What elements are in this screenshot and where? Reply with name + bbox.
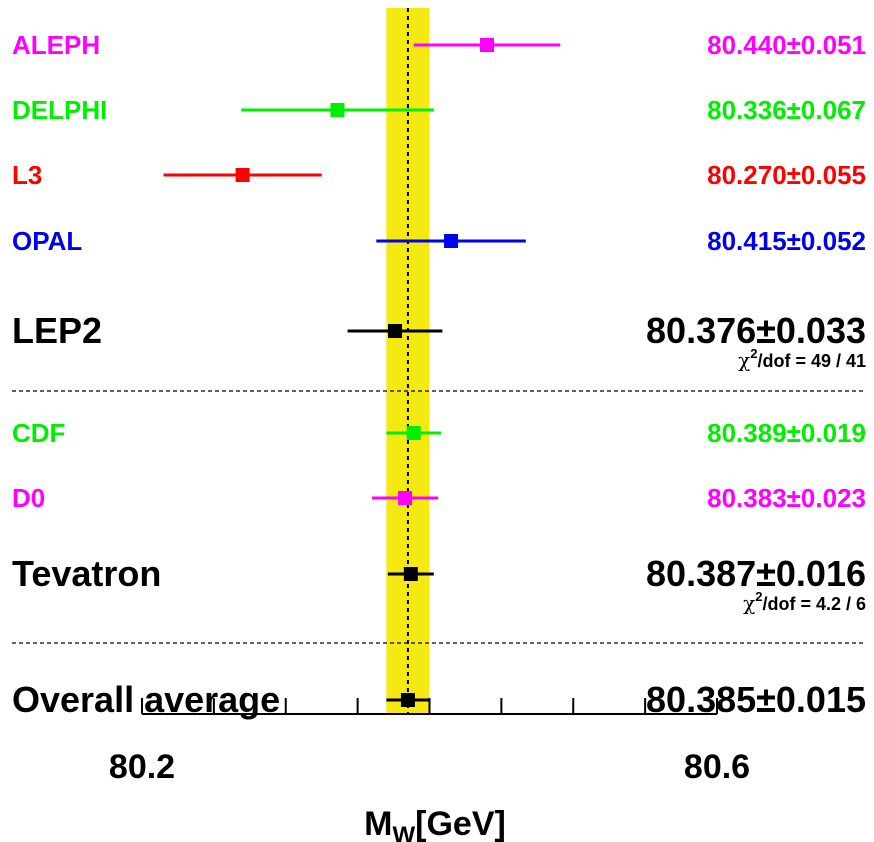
- entry-value-lep2: 80.376±0.033: [646, 310, 866, 351]
- marker-aleph: [480, 38, 494, 52]
- entry-name-overall-average: Overall average: [12, 679, 280, 720]
- entry-name-cdf: CDF: [12, 418, 65, 448]
- x-axis-title-main: M: [364, 805, 392, 842]
- entry-value-d0: 80.383±0.023: [707, 483, 866, 513]
- marker-opal: [444, 234, 459, 248]
- marker-overall-average: [400, 693, 415, 707]
- chi2-value-lep2: /dof = 49 / 41: [757, 351, 866, 371]
- x-axis-title-sub: W: [392, 822, 415, 842]
- entry-name-tevatron: Tevatron: [12, 553, 161, 594]
- entry-name-delphi: DELPHI: [12, 95, 107, 125]
- entry-name-lep2: LEP2: [12, 310, 102, 351]
- entry-value-cdf: 80.389±0.019: [707, 418, 866, 448]
- entry-name-l3: L3: [12, 160, 42, 190]
- entry-value-overall-average: 80.385±0.015: [646, 679, 866, 720]
- marker-l3: [235, 168, 250, 182]
- x-tick-label-2: 80.6: [684, 748, 750, 786]
- entry-name-d0: D0: [12, 483, 45, 513]
- chi-squared-exponent: 2: [755, 589, 762, 604]
- entry-name-opal: OPAL: [12, 226, 82, 256]
- x-tick-label-1: 80.2: [109, 748, 175, 786]
- entry-value-l3: 80.270±0.055: [707, 160, 866, 190]
- chi-symbol: χ: [743, 591, 755, 615]
- entry-value-tevatron: 80.387±0.016: [646, 553, 866, 594]
- entry-value-opal: 80.415±0.052: [707, 226, 866, 256]
- x-axis-title-unit: [GeV]: [415, 805, 506, 842]
- entry-value-aleph: 80.440±0.051: [707, 30, 866, 60]
- marker-cdf: [406, 426, 421, 440]
- marker-lep2: [388, 324, 402, 338]
- chi-squared-exponent: 2: [750, 346, 757, 361]
- x-axis-title: MW[GeV]: [364, 805, 506, 842]
- marker-d0: [398, 491, 413, 505]
- marker-tevatron: [403, 567, 418, 581]
- chi2-value-tevatron: /dof = 4.2 / 6: [762, 594, 866, 614]
- chi2-tevatron: χ2/dof = 4.2 / 6: [743, 589, 866, 615]
- chi-symbol: χ: [738, 348, 750, 372]
- marker-delphi: [330, 103, 345, 117]
- entry-name-aleph: ALEPH: [12, 30, 100, 60]
- entry-value-delphi: 80.336±0.067: [707, 95, 866, 125]
- chi2-lep2: χ2/dof = 49 / 41: [738, 346, 866, 372]
